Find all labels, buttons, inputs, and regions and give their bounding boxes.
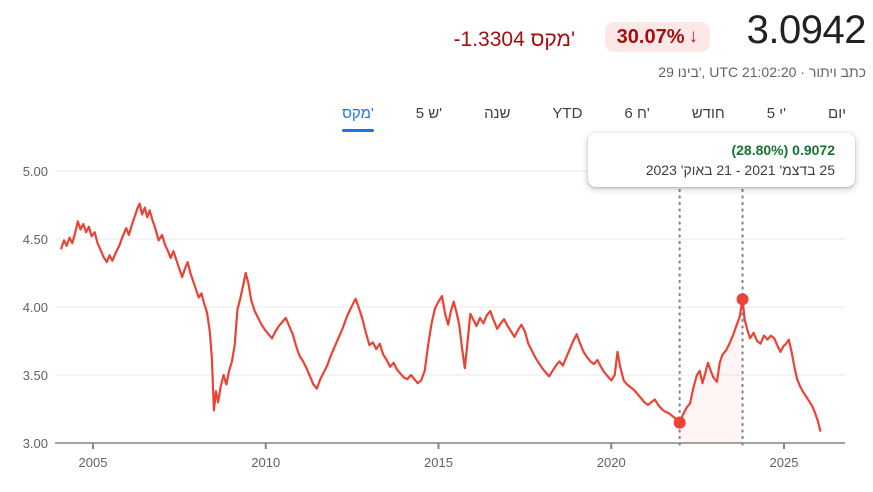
current-price: 3.0942 xyxy=(746,8,867,52)
tab-5d[interactable]: 5 י' xyxy=(767,104,786,132)
disclaimer-link[interactable]: כתב ויתור xyxy=(808,64,866,80)
tab-label: חודש xyxy=(691,105,725,122)
range-change: 0.9072 (28.80%) xyxy=(598,141,835,159)
timestamp-caption: 29 בינו', UTC 21:02:20 · כתב ויתור xyxy=(658,63,866,81)
range-tooltip: 0.9072 (28.80%) 25 בדצמ' 2021 - 21 באוק'… xyxy=(588,133,855,187)
y-axis-label: 4.50 xyxy=(23,232,48,247)
y-axis-label: 3.50 xyxy=(23,368,48,383)
tab-label: 5 ש' xyxy=(415,105,443,122)
tab-label: יום xyxy=(828,105,846,122)
tab-day[interactable]: יום xyxy=(828,104,846,132)
x-axis-label: 2015 xyxy=(424,455,453,470)
percent-change-badge: 30.07% ↓ xyxy=(604,22,710,52)
x-axis-label: 2020 xyxy=(597,455,626,470)
tab-label: מקס' xyxy=(342,105,374,122)
price-line xyxy=(60,202,822,432)
x-axis-label: 2025 xyxy=(770,455,799,470)
tab-6m[interactable]: 6 ח' xyxy=(624,104,649,132)
selection-dot xyxy=(736,293,749,306)
tab-label: 5 י' xyxy=(766,105,787,122)
tab-5y[interactable]: 5 ש' xyxy=(416,104,442,132)
tab-max[interactable]: מקס' xyxy=(342,104,374,132)
tab-1y[interactable]: שנה xyxy=(484,104,510,132)
price-chart[interactable]: 3.00 3.50 4.00 4.50 5.00 2005 2010 2015 2020 2025 xyxy=(0,140,873,492)
tab-month[interactable]: חודש xyxy=(692,104,725,132)
price-change-period: -1.3304 מקס' xyxy=(453,28,575,51)
percent-change-value: 30.07% xyxy=(616,26,685,48)
tab-label: שנה xyxy=(484,105,511,122)
timestamp-text: 29 בינו', UTC 21:02:20 · xyxy=(658,64,809,80)
range-change-percent: (28.80%) xyxy=(731,142,789,158)
y-axis-label: 4.00 xyxy=(23,300,48,315)
selected-tab-underline xyxy=(342,129,374,132)
tab-label: 6 ח' xyxy=(624,105,650,122)
range-change-value: 0.9072 xyxy=(792,142,835,158)
tab-ytd[interactable]: YTD xyxy=(552,104,582,132)
y-axis-label: 5.00 xyxy=(23,164,48,179)
x-axis-label: 2010 xyxy=(251,455,280,470)
x-axis-label: 2005 xyxy=(79,455,108,470)
tab-label: YTD xyxy=(552,105,583,122)
down-arrow-icon: ↓ xyxy=(688,26,699,47)
selection-shade xyxy=(679,298,743,443)
range-dates: 25 בדצמ' 2021 - 21 באוק' 2023 xyxy=(645,162,835,178)
selection-dot xyxy=(673,416,686,429)
y-axis-label: 3.00 xyxy=(23,436,48,451)
time-range-tabs: יום 5 י' חודש 6 ח' YTD שנה 5 ש' מקס' xyxy=(342,104,846,132)
